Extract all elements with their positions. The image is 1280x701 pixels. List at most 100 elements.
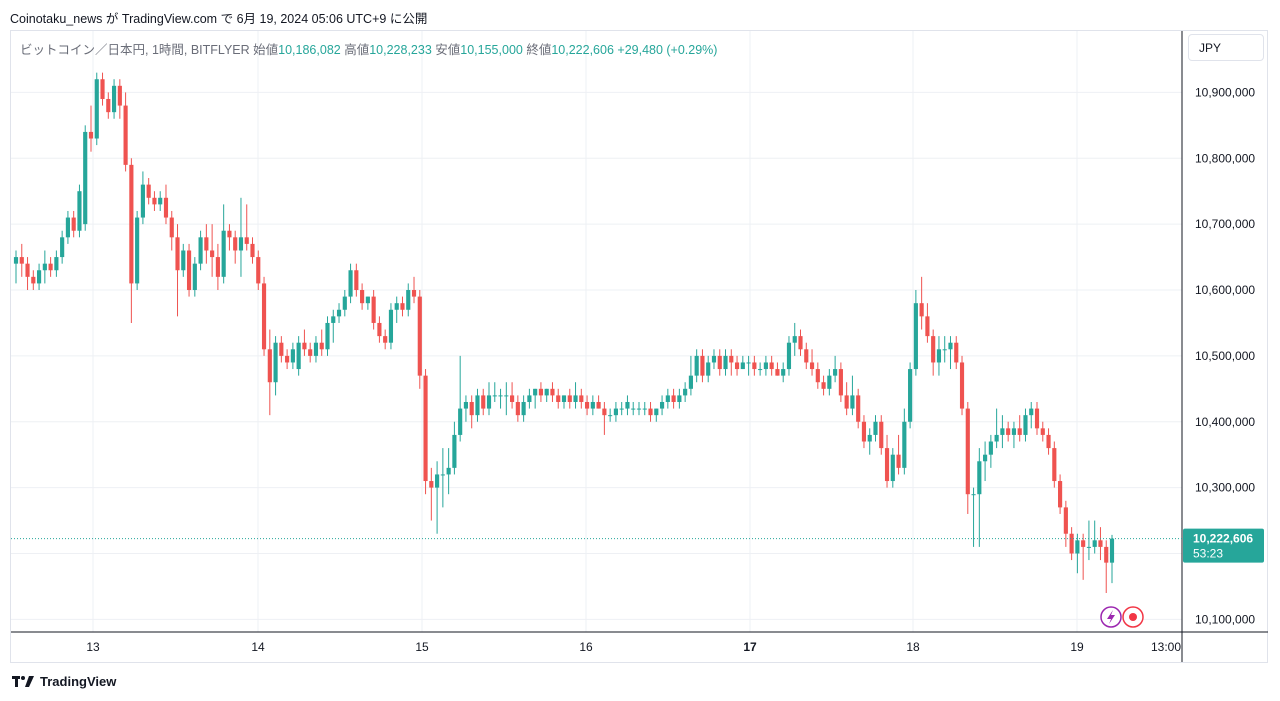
candle [406,283,411,317]
candle [561,395,567,409]
record-icon[interactable] [1122,606,1144,628]
candle-body [152,197,157,205]
candle [371,290,376,330]
x-tick-label: 14 [251,640,265,654]
candle [1063,500,1068,547]
candle [71,210,76,238]
candle [625,395,630,416]
candle [856,388,861,429]
candle-body [1029,408,1034,416]
candle [446,448,451,495]
candle [971,487,976,547]
candle-body [71,217,76,231]
candle-body [244,237,249,244]
candle [533,388,538,409]
candle-body [331,316,336,323]
candle-body [267,349,272,383]
candle-body [13,257,19,264]
candle [1069,527,1074,561]
candle [111,79,117,119]
candle-body [429,481,434,488]
candle [1104,540,1109,594]
candle [383,329,388,350]
published-at: 6月 19, 2024 05:06 UTC+9 [236,12,387,26]
candle-body [458,408,463,435]
candle [908,362,913,429]
candle-body [365,296,370,304]
candle [100,72,105,106]
candle [285,349,290,370]
candle-body [1109,538,1115,563]
candle [1052,441,1057,488]
candle-body [256,257,261,284]
candle-body [642,408,647,410]
candle [867,428,872,455]
candle [671,388,676,409]
candle-body [631,408,636,410]
candle-body [867,434,872,442]
candle [411,276,417,304]
candle-body [233,237,238,251]
candle-body [654,408,659,416]
candle-body [42,263,47,271]
candle-body [1011,428,1017,435]
footer-brand[interactable]: TradingView [12,674,116,689]
candle-body [954,342,959,363]
candle-body [613,408,618,416]
candle [861,415,867,449]
candle-body [181,250,186,271]
candle-body [833,369,838,376]
candle [94,72,99,146]
candle-body [936,349,942,363]
candle [498,388,503,409]
candle-body [492,395,497,397]
candle-body [971,494,976,496]
candle-body [752,362,757,370]
candle-body [140,184,145,218]
candle [158,191,163,211]
candle [994,408,999,449]
currency-button[interactable]: JPY [1188,34,1264,61]
candle-body [706,362,711,376]
symbol-info[interactable]: ビットコイン／日本円, 1時間, BITFLYER [20,43,250,57]
candle [486,382,492,416]
candle-body [538,388,544,396]
candle-body [1069,533,1074,554]
candle-body [1063,507,1068,534]
candle-body [117,85,122,106]
candle-body [1046,434,1051,449]
lightning-icon[interactable] [1100,606,1122,628]
candle [584,395,590,416]
candle [521,395,526,422]
candle [804,342,809,370]
chart-frame [10,30,1268,663]
candle-body [648,408,653,416]
low-label: 安値 [435,43,461,57]
candle-body [856,395,861,422]
candle [215,243,220,291]
open-value: 10,186,082 [278,43,341,57]
x-tick-label: 13 [86,640,100,654]
candle [936,336,942,376]
candle [538,382,544,402]
candle-body [884,448,890,482]
candle-body [717,355,722,370]
candle-body [994,434,999,442]
candle [65,210,70,244]
bar-countdown: 53:23 [1193,547,1223,561]
candle [1081,533,1086,580]
candle [475,388,480,422]
site-name[interactable]: TradingView.com [121,12,218,26]
candle [659,395,665,416]
candle-body [88,131,94,139]
candle [821,375,826,396]
publisher-name[interactable]: Coinotaku_news [10,12,103,26]
candle [135,210,140,291]
candle [1086,520,1092,561]
candle-body [360,290,365,304]
candle-body [285,355,290,363]
candle [463,395,469,422]
candle [717,349,722,376]
candle [1040,421,1045,442]
